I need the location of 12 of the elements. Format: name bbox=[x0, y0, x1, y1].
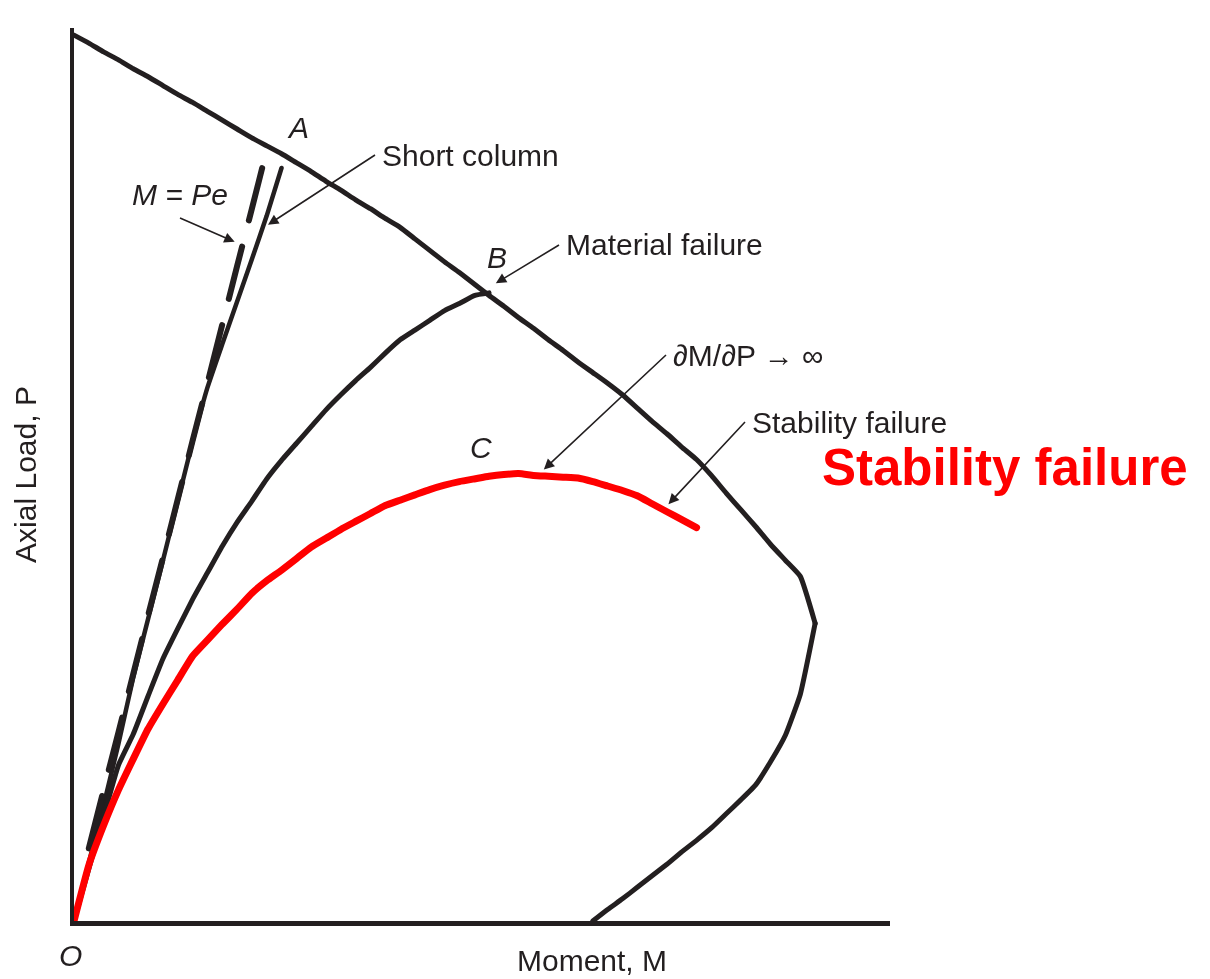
annotation: A bbox=[287, 111, 310, 144]
annotation: Short column bbox=[382, 139, 559, 172]
x-axis-title: Moment, M bbox=[517, 944, 668, 977]
annotation: O bbox=[59, 939, 83, 972]
annotation: M = Pe bbox=[132, 178, 228, 211]
annotation: C bbox=[470, 431, 492, 464]
annotation: ∂M/∂P → ∞ bbox=[673, 339, 824, 372]
annotation: B bbox=[487, 241, 508, 274]
annotation: Stability failure bbox=[752, 406, 948, 439]
y-axis-title: Axial Load, P bbox=[8, 386, 42, 563]
text: Stability failure bbox=[822, 439, 1188, 496]
annotation: Material failure bbox=[566, 228, 763, 261]
